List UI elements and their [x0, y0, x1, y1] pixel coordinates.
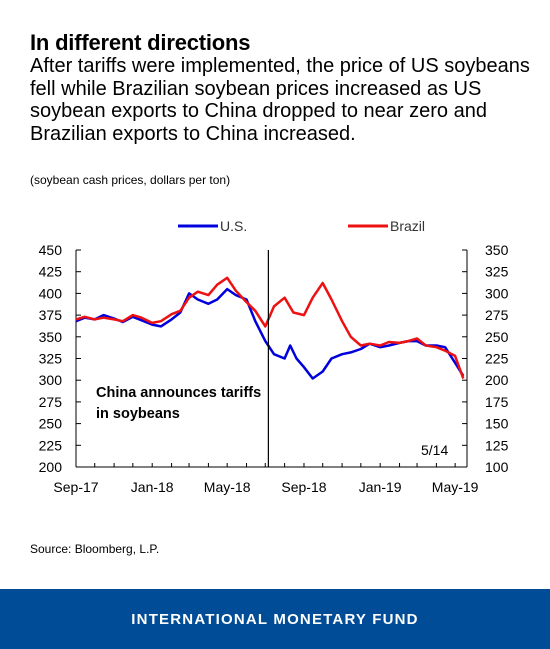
right-tick-label: 350 — [485, 242, 509, 258]
source-note: Source: Bloomberg, L.P. — [30, 542, 160, 556]
left-tick-label: 400 — [39, 285, 63, 301]
tariff-annotation: in soybeans — [96, 406, 180, 422]
chart-subtitle: After tariffs were implemented, the pric… — [30, 55, 530, 145]
footer-bar: INTERNATIONAL MONETARY FUND — [0, 589, 550, 649]
x-tick-label: Jan-18 — [131, 479, 174, 495]
chart-annotations: China announces tariffs in soybeans 5/14 — [96, 250, 448, 467]
right-tick-label: 275 — [485, 307, 509, 323]
chart-title: In different directions — [30, 30, 251, 55]
left-tick-label: 275 — [39, 394, 63, 410]
footer-label: INTERNATIONAL MONETARY FUND — [131, 610, 419, 628]
x-tick-label: Sep-17 — [53, 479, 98, 495]
tariff-annotation: China announces tariffs — [96, 385, 261, 401]
chart-lines — [75, 276, 465, 380]
right-tick-label: 300 — [485, 285, 509, 301]
series-line-us — [75, 287, 465, 380]
left-tick-label: 225 — [39, 437, 63, 453]
legend-label: U.S. — [220, 218, 247, 234]
left-tick-label: 450 — [39, 242, 63, 258]
end-date-label: 5/14 — [421, 442, 448, 458]
line-chart: U.S. Brazil 200 225 250 275 300 325 350 375 400 42… — [39, 218, 509, 495]
left-tick-label: 375 — [39, 307, 63, 323]
series-line-brazil — [75, 276, 465, 379]
left-tick-label: 300 — [39, 372, 63, 388]
x-tick-label: Sep-18 — [281, 479, 326, 495]
x-tick-label: May-19 — [432, 479, 479, 495]
left-tick-label: 325 — [39, 351, 63, 367]
units-note: (soybean cash prices, dollars per ton) — [30, 173, 231, 187]
left-tick-label: 200 — [39, 459, 63, 475]
chart-axes: 200 225 250 275 300 325 350 375 400 425 450 100 125 1… — [39, 242, 509, 495]
left-tick-label: 350 — [39, 329, 63, 345]
right-tick-label: 125 — [485, 437, 509, 453]
right-tick-label: 325 — [485, 264, 509, 280]
right-tick-label: 200 — [485, 372, 509, 388]
x-tick-label: Jan-19 — [359, 479, 402, 495]
legend: U.S. Brazil — [178, 218, 425, 234]
right-tick-label: 150 — [485, 416, 509, 432]
right-tick-label: 175 — [485, 394, 509, 410]
right-tick-label: 100 — [485, 459, 509, 475]
x-tick-label: May-18 — [204, 479, 251, 495]
right-tick-label: 225 — [485, 351, 509, 367]
right-tick-label: 250 — [485, 329, 509, 345]
left-tick-label: 425 — [39, 264, 63, 280]
left-tick-label: 250 — [39, 416, 63, 432]
legend-label: Brazil — [390, 218, 425, 234]
